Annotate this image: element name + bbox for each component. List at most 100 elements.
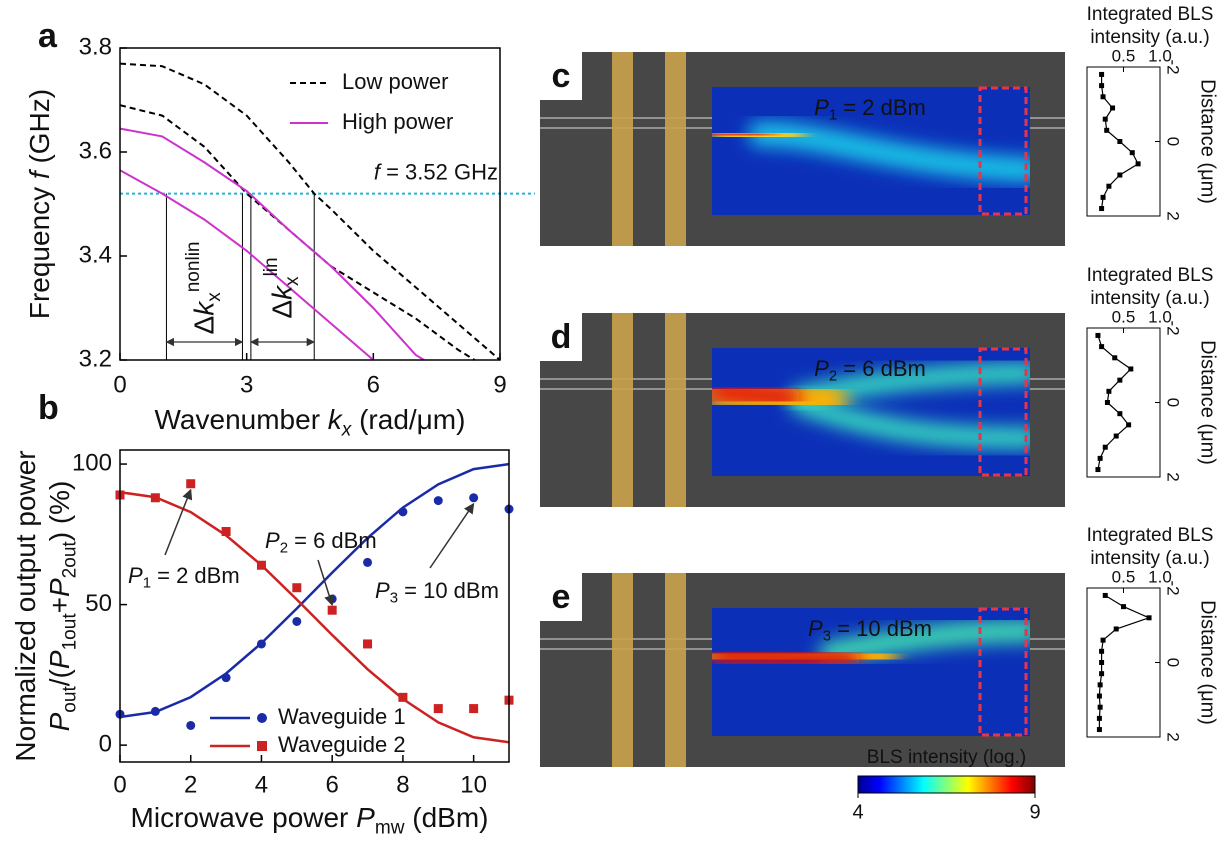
profile-point (1110, 105, 1116, 111)
text-part: 1 (829, 107, 837, 124)
profile-point (1104, 400, 1110, 405)
plot-frame (119, 449, 510, 763)
plot-frame (1086, 327, 1161, 478)
data-point (433, 496, 443, 506)
x-axis-label: Microwave power Pmw (dBm) (131, 802, 489, 838)
text-part: f (374, 159, 383, 184)
text-part: Frequency (24, 179, 55, 319)
profile-point (1112, 355, 1118, 361)
profile-point (1104, 127, 1110, 133)
plot-frame (119, 47, 501, 361)
data-point (363, 557, 373, 567)
y-tick-label: -2 (1164, 59, 1183, 74)
data-point (469, 493, 479, 503)
profile-title: intensity (a.u.) (1090, 288, 1209, 309)
profile-point (1099, 671, 1105, 677)
data-point (327, 605, 337, 615)
y-tick-label: 50 (85, 590, 112, 617)
profile-point (1146, 615, 1152, 621)
text-part: P (814, 356, 829, 381)
text-part: = 10 dBm (398, 578, 499, 603)
x-tick-label: 0 (113, 771, 126, 798)
heatmap (712, 608, 1030, 736)
text-part: 3 (390, 590, 398, 607)
y-tick-label: -2 (1164, 580, 1183, 595)
x-tick-label: 1.0 (1148, 567, 1172, 586)
y-tick-label: 2 (1164, 732, 1183, 741)
x-tick-label: 6 (326, 771, 339, 798)
legend-label: Waveguide 2 (278, 732, 406, 757)
reference-label: f = 3.52 GHz (374, 159, 498, 184)
profile-point (1102, 444, 1108, 450)
detection-box (978, 347, 1028, 477)
text-part: lin (261, 257, 282, 276)
x-tick-label: 4 (255, 771, 268, 798)
text-part: + (44, 597, 75, 613)
profile-point (1117, 377, 1123, 383)
data-point (292, 616, 302, 626)
text-part: Normalized output power (10, 450, 41, 761)
y-tick-label: 2 (1164, 211, 1183, 220)
profile-point (1099, 206, 1105, 212)
y-axis-label: Normalized output power (10, 450, 41, 761)
text-part: 2 (829, 368, 837, 385)
text-part: P (814, 95, 829, 120)
data-point (398, 507, 408, 517)
profile-point (1100, 194, 1106, 200)
legend-marker (257, 741, 267, 751)
profile-point (1097, 455, 1103, 461)
antenna (612, 313, 633, 507)
y-axis-label: Distance (μm) (1197, 340, 1219, 465)
panel-letter: b (38, 389, 59, 427)
profile-point (1095, 332, 1101, 338)
profile-point (1095, 467, 1101, 473)
map-label: P1 = 2 dBm (814, 95, 926, 124)
text-part: 1 (143, 575, 151, 592)
fit-line (119, 462, 510, 719)
map-label: P2 = 6 dBm (814, 356, 926, 385)
x-tick-label: 3 (240, 371, 253, 398)
text-part: = 2 dBm (151, 563, 240, 588)
data-point (256, 560, 266, 570)
text-part: 1out (59, 613, 80, 651)
detection-box (978, 607, 1028, 737)
profile-point (1117, 172, 1123, 178)
x-axis-label: Wavenumber kx (rad/μm) (155, 404, 466, 440)
text-part: k (328, 404, 344, 435)
data-point (221, 673, 231, 683)
text-part: (dBm) (404, 802, 488, 833)
profile-point (1102, 116, 1108, 122)
span-label: Δkxnonlin (183, 241, 225, 334)
profile-point (1099, 648, 1105, 654)
text-part: P (44, 650, 75, 669)
annotation-arrow (317, 559, 335, 606)
panel-letter: e (552, 578, 571, 616)
data-point (150, 493, 160, 503)
text-part: Δ (267, 300, 298, 319)
legend-marker (257, 713, 267, 723)
profile-point (1099, 660, 1105, 665)
fit-line (119, 490, 510, 744)
profile-point (1102, 592, 1108, 598)
text-part: = 3.52 GHz (380, 159, 498, 184)
x-tick-label: 0.5 (1112, 567, 1136, 586)
text-part: Δ (189, 316, 220, 335)
profile-point (1096, 727, 1102, 733)
detection-box (978, 86, 1028, 216)
profile-title: Integrated BLS (1087, 4, 1214, 25)
x-tick-label: 10 (460, 771, 487, 798)
x-tick-label: 0 (113, 371, 126, 398)
panel-letter: c (552, 57, 571, 95)
data-point (469, 704, 479, 714)
text-part: f (24, 168, 55, 179)
map-label: P3 = 10 dBm (808, 616, 932, 645)
text-part: Wavenumber (155, 404, 328, 435)
y-tick-label: 3.4 (79, 241, 112, 268)
y-axis-label: Distance (μm) (1197, 79, 1219, 204)
x-tick-label: 9 (493, 371, 506, 398)
text-part: ) (%) (44, 481, 75, 542)
x-tick-label: 0.5 (1112, 46, 1136, 65)
data-point (221, 527, 231, 537)
plot-frame (1086, 66, 1161, 217)
text-part: P (44, 578, 75, 597)
